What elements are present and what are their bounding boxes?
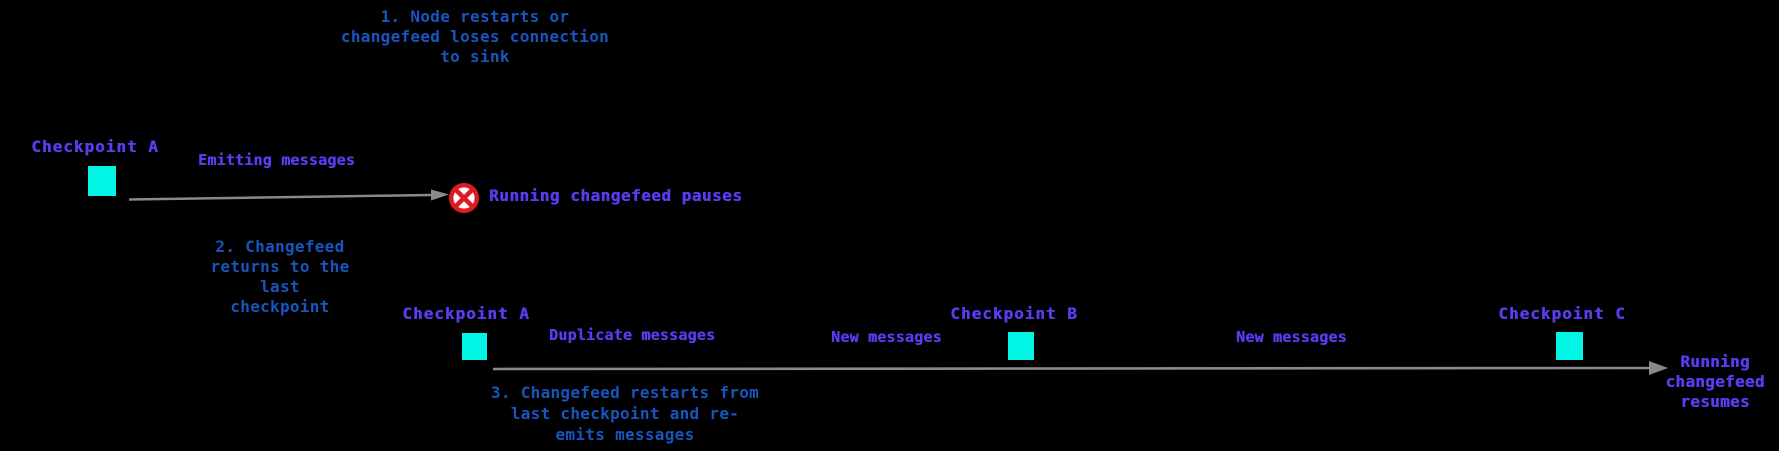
running-changefeed-resumes-label: Running changefeed resumes [1665, 352, 1765, 411]
checkpoint-b-label: Checkpoint B [950, 304, 1078, 323]
annotation-step-1: 1. Node restarts or changefeed loses con… [340, 7, 610, 66]
timeline-1-arrowhead-icon [431, 189, 449, 201]
new-messages-label-1: New messages [831, 328, 942, 346]
emitting-messages-label: Emitting messages [198, 151, 355, 169]
checkpoint-a-marker-bottom [462, 333, 487, 360]
checkpoint-a-label-top: Checkpoint A [31, 137, 159, 156]
checkpoint-b-marker [1008, 332, 1034, 360]
timeline-1-arrow [128, 193, 432, 201]
timeline-2-arrow [492, 366, 1650, 371]
checkpoint-a-marker-top [88, 166, 116, 196]
pause-icon-ring [449, 182, 480, 213]
pause-icon-x-stroke [453, 187, 475, 209]
checkpoint-a-label-bottom: Checkpoint A [402, 304, 530, 323]
changefeed-paused-icon [449, 182, 480, 213]
pause-icon-x-stroke [453, 187, 475, 209]
duplicate-messages-label: Duplicate messages [549, 326, 716, 344]
running-changefeed-pauses-label: Running changefeed pauses [489, 186, 743, 205]
new-messages-label-2: New messages [1236, 328, 1347, 346]
checkpoint-c-marker [1556, 332, 1583, 360]
checkpoint-c-label: Checkpoint C [1498, 304, 1626, 323]
annotation-step-3: 3. Changefeed restarts from last checkpo… [490, 383, 760, 444]
annotation-step-2: 2. Changefeed returns to the last checkp… [210, 237, 350, 316]
